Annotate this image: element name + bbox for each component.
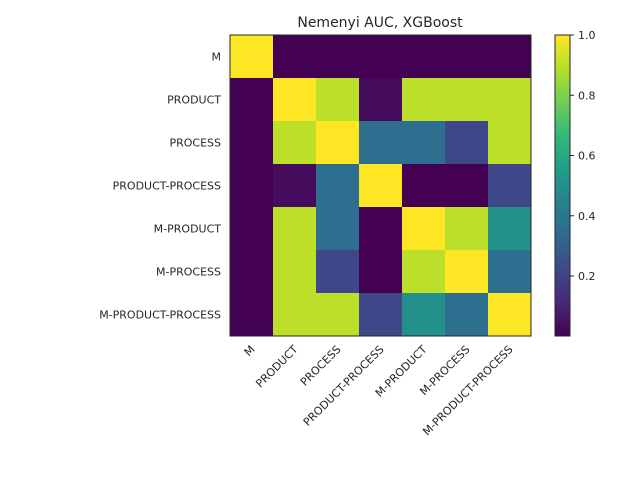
y-tick-label: PRODUCT-PROCESS bbox=[113, 180, 221, 193]
heatmap-cell-r3-c5 bbox=[445, 164, 489, 208]
heatmap-cell-r3-c2 bbox=[316, 164, 360, 208]
heatmap-cell-r0-c3 bbox=[359, 35, 403, 79]
heatmap-cell-r5-c1 bbox=[273, 250, 317, 294]
heatmap-cell-r6-c6 bbox=[488, 293, 532, 337]
heatmap-cell-r0-c6 bbox=[488, 35, 532, 79]
heatmap-cell-r6-c5 bbox=[445, 293, 489, 337]
x-tick-label: M bbox=[242, 343, 258, 359]
heatmap-cell-r5-c5 bbox=[445, 250, 489, 294]
heatmap-cell-r6-c4 bbox=[402, 293, 446, 337]
colorbar-tick-labels: 0.2 0.4 0.6 0.8 1.0 bbox=[570, 29, 596, 283]
heatmap-cell-r4-c3 bbox=[359, 207, 403, 251]
heatmap-cell-r2-c6 bbox=[488, 121, 532, 165]
chart-title: Nemenyi AUC, XGBoost bbox=[297, 15, 463, 31]
heatmap-cell-r4-c6 bbox=[488, 207, 532, 251]
heatmap-cell-r3-c0 bbox=[230, 164, 274, 208]
y-tick-label: M-PRODUCT-PROCESS bbox=[99, 309, 221, 322]
heatmap-cell-r3-c4 bbox=[402, 164, 446, 208]
heatmap-cell-r0-c4 bbox=[402, 35, 446, 79]
heatmap-cell-r5-c3 bbox=[359, 250, 403, 294]
colorbar-tick-label: 0.2 bbox=[578, 270, 596, 283]
heatmap-cell-r2-c4 bbox=[402, 121, 446, 165]
heatmap-cell-r1-c5 bbox=[445, 78, 489, 122]
heatmap-cell-r3-c3 bbox=[359, 164, 403, 208]
y-tick-label: M-PRODUCT bbox=[154, 223, 222, 236]
heatmap-cell-r1-c6 bbox=[488, 78, 532, 122]
heatmap-cell-r1-c2 bbox=[316, 78, 360, 122]
heatmap-cells bbox=[230, 35, 532, 337]
heatmap-cell-r3-c1 bbox=[273, 164, 317, 208]
colorbar-tick-label: 0.6 bbox=[578, 150, 596, 163]
heatmap-cell-r6-c0 bbox=[230, 293, 274, 337]
y-tick-label: M-PROCESS bbox=[156, 266, 221, 279]
heatmap-cell-r4-c1 bbox=[273, 207, 317, 251]
heatmap-cell-r1-c0 bbox=[230, 78, 274, 122]
heatmap-cell-r5-c0 bbox=[230, 250, 274, 294]
colorbar-tick-label: 0.8 bbox=[578, 89, 596, 102]
heatmap-cell-r6-c1 bbox=[273, 293, 317, 337]
heatmap-cell-r5-c2 bbox=[316, 250, 360, 294]
heatmap-cell-r1-c4 bbox=[402, 78, 446, 122]
heatmap-cell-r5-c6 bbox=[488, 250, 532, 294]
y-tick-label: PRODUCT bbox=[167, 94, 221, 107]
heatmap-cell-r0-c0 bbox=[230, 35, 274, 79]
y-tick-label: M bbox=[212, 51, 222, 64]
heatmap-cell-r4-c0 bbox=[230, 207, 274, 251]
y-tick-labels: M PRODUCT PROCESS PRODUCT-PROCESS M-PRODUCT M… bbox=[99, 51, 221, 322]
x-tick-label: PRODUCT-PROCESS bbox=[301, 343, 387, 429]
colorbar-tick-label: 1.0 bbox=[578, 29, 596, 42]
heatmap-cell-r6-c2 bbox=[316, 293, 360, 337]
x-tick-label: PRODUCT bbox=[253, 343, 300, 390]
heatmap-cell-r1-c1 bbox=[273, 78, 317, 122]
heatmap-cell-r4-c4 bbox=[402, 207, 446, 251]
heatmap-cell-r2-c1 bbox=[273, 121, 317, 165]
y-tick-label: PROCESS bbox=[169, 137, 221, 150]
colorbar bbox=[554, 34, 571, 337]
heatmap-cell-r2-c0 bbox=[230, 121, 274, 165]
heatmap-cell-r6-c3 bbox=[359, 293, 403, 337]
heatmap-cell-r3-c6 bbox=[488, 164, 532, 208]
x-tick-label: PROCESS bbox=[298, 343, 344, 389]
heatmap-cell-r4-c2 bbox=[316, 207, 360, 251]
heatmap-cell-r0-c5 bbox=[445, 35, 489, 79]
heatmap-cell-r4-c5 bbox=[445, 207, 489, 251]
colorbar-tick-label: 0.4 bbox=[578, 210, 596, 223]
plot-frame bbox=[229, 34, 532, 337]
heatmap-cell-r1-c3 bbox=[359, 78, 403, 122]
x-tick-labels: MPRODUCTPROCESSPRODUCT-PROCESSM-PRODUCTM… bbox=[242, 343, 516, 439]
heatmap-cell-r0-c2 bbox=[316, 35, 360, 79]
heatmap-cell-r5-c4 bbox=[402, 250, 446, 294]
heatmap-cell-r0-c1 bbox=[273, 35, 317, 79]
heatmap-cell-r2-c2 bbox=[316, 121, 360, 165]
heatmap-cell-r2-c5 bbox=[445, 121, 489, 165]
x-tick-label: M-PRODUCT-PROCESS bbox=[420, 343, 515, 438]
heatmap-cell-r2-c3 bbox=[359, 121, 403, 165]
